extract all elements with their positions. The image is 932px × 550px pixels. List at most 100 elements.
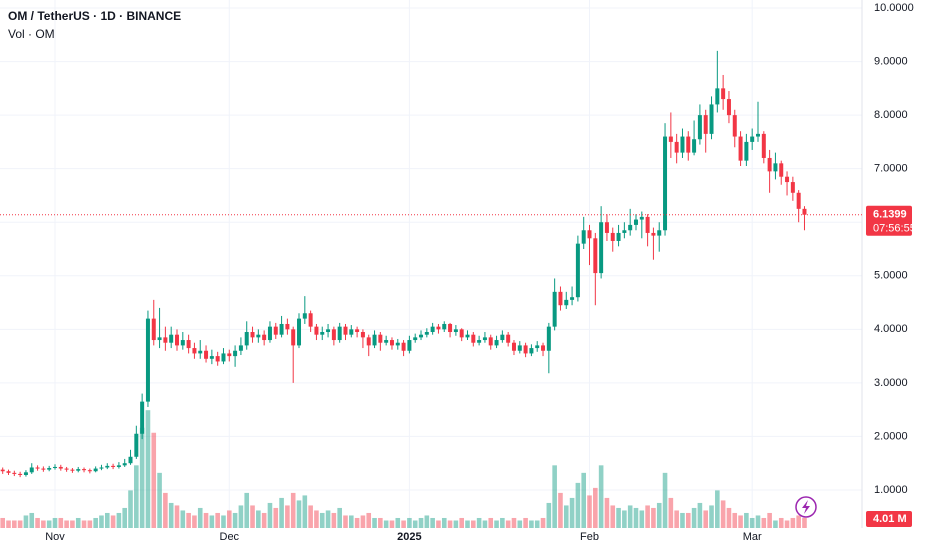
candle-body (610, 232, 615, 241)
candle-body (558, 291, 563, 306)
candle-body (64, 468, 69, 470)
candle-body (58, 466, 63, 469)
volume-bar (209, 515, 215, 528)
volume-bar (569, 497, 575, 528)
candle-body (105, 465, 110, 468)
candle-body (111, 465, 116, 467)
volume-bar (656, 502, 662, 528)
candle-body (291, 329, 296, 346)
volume-bar (41, 520, 46, 528)
candle-body (297, 318, 302, 346)
volume-bar (465, 520, 470, 528)
candle-body (668, 136, 673, 142)
candle-body (785, 176, 790, 183)
candle-body (389, 340, 394, 346)
volume-bar (407, 517, 412, 528)
volume-bar (453, 520, 459, 528)
volume-bar (749, 517, 755, 528)
current-volume-label: 4.01 M (873, 513, 907, 525)
volume-bar (238, 505, 244, 528)
volume-bar (668, 497, 674, 528)
volume-bar (168, 502, 174, 528)
volume-bar (627, 505, 633, 528)
volume-bar (331, 512, 337, 528)
volume-label-box (866, 511, 912, 527)
candle-body (767, 157, 772, 172)
volume-bar (366, 512, 372, 528)
volume-bar (796, 515, 801, 528)
volume-bar (662, 472, 668, 528)
volume-bar (802, 517, 807, 528)
lightning-icon[interactable] (795, 496, 817, 518)
volume-bar (517, 520, 523, 528)
volume-bar (261, 512, 267, 528)
x-tick-label: Mar (743, 531, 762, 543)
volume-bar (674, 510, 679, 528)
volume-bar (372, 517, 377, 528)
volume-bar (395, 517, 401, 528)
candle-body (430, 326, 435, 333)
candle-body (575, 243, 580, 298)
volume-bar (378, 517, 383, 528)
volume-bar (273, 507, 279, 528)
candle-body (209, 356, 214, 359)
candle-body (570, 297, 575, 300)
candle-body (76, 469, 81, 471)
volume-bar (256, 510, 261, 528)
candle-body (686, 136, 691, 153)
candle-body (419, 334, 424, 338)
volume-bar (226, 510, 232, 528)
volume-bar (511, 517, 517, 528)
volume-bar (720, 500, 726, 528)
volume-bar (761, 517, 767, 528)
candle-body (697, 115, 702, 140)
volume-bar (488, 517, 494, 528)
volume-bar (337, 507, 342, 528)
candle-body (721, 88, 726, 100)
candle-body (587, 230, 592, 239)
candle-body (448, 323, 453, 333)
volume-bar (540, 517, 546, 528)
volume-bar (145, 410, 151, 528)
candle-body (204, 350, 209, 359)
candle-body (0, 469, 5, 472)
volume-bar (778, 517, 784, 528)
volume-bar (360, 515, 366, 528)
candle-body (709, 104, 714, 134)
volume-bar (110, 515, 116, 528)
volume-bar (494, 520, 499, 528)
volume-bar (401, 520, 406, 528)
volume-bar (447, 520, 453, 528)
y-tick-label: 5.0000 (874, 270, 908, 282)
candle-body (424, 332, 429, 335)
volume-bar (302, 495, 308, 528)
candle-body (378, 334, 383, 343)
volume-bar (471, 520, 476, 528)
candle-body (99, 467, 104, 469)
volume-bar (197, 507, 203, 528)
volume-bar (389, 520, 395, 528)
candle-body (395, 342, 400, 346)
volume-bar (784, 520, 790, 528)
candle-body (233, 350, 238, 357)
candle-body (262, 334, 267, 341)
candle-body (273, 326, 278, 335)
volume-bar (575, 482, 581, 528)
volume-bar (314, 510, 319, 528)
candle-body (703, 115, 708, 134)
candle-body (593, 238, 598, 274)
volume-bar (424, 515, 430, 528)
volume-bar (616, 507, 621, 528)
candle-body (122, 463, 127, 466)
candle-body (128, 456, 133, 464)
x-tick-label: Feb (580, 531, 599, 543)
candle-body (471, 334, 476, 343)
candle-body (744, 141, 749, 161)
volume-bar (139, 427, 145, 528)
candle-body (622, 230, 627, 233)
candle-body (314, 326, 319, 335)
y-tick-label: 4.0000 (874, 323, 908, 335)
volume-bar (755, 515, 761, 528)
volume-bar (430, 517, 435, 528)
